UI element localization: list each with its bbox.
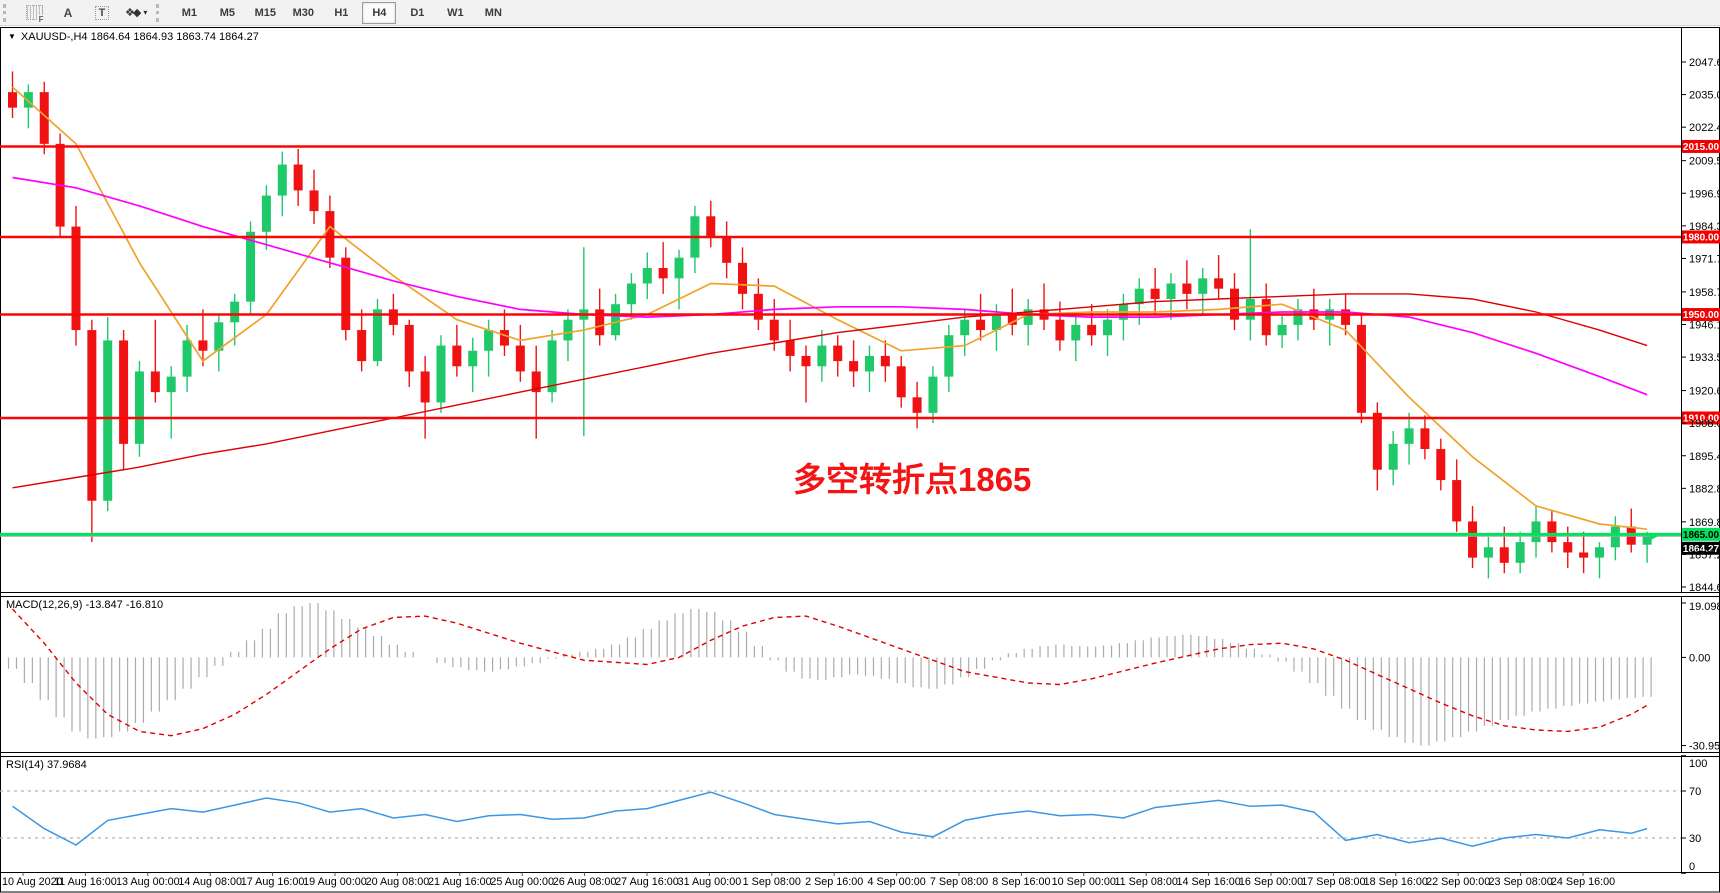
svg-text:1908.00: 1908.00 bbox=[1689, 418, 1720, 430]
svg-text:11 Sep 08:00: 11 Sep 08:00 bbox=[1114, 876, 1177, 888]
shapes-icon: ❖◆ bbox=[125, 7, 141, 19]
svg-text:14 Aug 08:00: 14 Aug 08:00 bbox=[178, 876, 242, 888]
svg-text:17 Sep 08:00: 17 Sep 08:00 bbox=[1301, 876, 1365, 888]
grid-icon-sub: F bbox=[37, 15, 44, 24]
macd-indicator-label: MACD(12,26,9) -13.847 -16.810 bbox=[6, 599, 164, 611]
svg-text:24 Sep 16:00: 24 Sep 16:00 bbox=[1551, 876, 1615, 888]
text-annotation-button[interactable]: A bbox=[63, 5, 73, 20]
svg-text:20 Aug 08:00: 20 Aug 08:00 bbox=[366, 876, 430, 888]
svg-text:1958.75: 1958.75 bbox=[1689, 287, 1720, 299]
chevron-down-icon: ▾ bbox=[143, 8, 148, 17]
svg-text:30: 30 bbox=[1689, 833, 1701, 845]
svg-text:31 Aug 00:00: 31 Aug 00:00 bbox=[678, 876, 742, 888]
top-toolbar: F A T ❖◆ ▾ M1 M5 M15 M30 H1 H4 D1 W1 MN bbox=[0, 0, 1720, 26]
svg-text:1910.00: 1910.00 bbox=[1683, 413, 1720, 424]
timeframe-button-m15[interactable]: M15 bbox=[254, 6, 277, 19]
svg-text:1984.30: 1984.30 bbox=[1689, 221, 1720, 233]
svg-text:8 Sep 16:00: 8 Sep 16:00 bbox=[992, 876, 1050, 888]
shapes-tool-button[interactable]: ❖◆ ▾ bbox=[121, 2, 151, 24]
svg-text:1864.27: 1864.27 bbox=[1683, 544, 1720, 555]
svg-text:2015.00: 2015.00 bbox=[1683, 142, 1720, 153]
svg-text:4 Sep 00:00: 4 Sep 00:00 bbox=[867, 876, 925, 888]
snap-grid-button[interactable]: F bbox=[19, 2, 49, 24]
svg-text:0.00: 0.00 bbox=[1689, 652, 1710, 664]
svg-text:18 Sep 16:00: 18 Sep 16:00 bbox=[1364, 876, 1428, 888]
timeframe-button-m1[interactable]: M1 bbox=[181, 6, 197, 19]
svg-text:1 Sep 08:00: 1 Sep 08:00 bbox=[743, 876, 801, 888]
svg-text:1950.00: 1950.00 bbox=[1683, 310, 1720, 321]
timeframe-button-m5[interactable]: M5 bbox=[219, 6, 235, 19]
svg-text:27 Aug 16:00: 27 Aug 16:00 bbox=[615, 876, 679, 888]
chart-text-annotation[interactable]: 多空转折点1865 bbox=[793, 461, 1032, 498]
text-box-button[interactable]: T bbox=[87, 2, 117, 24]
svg-text:16 Sep 00:00: 16 Sep 00:00 bbox=[1239, 876, 1303, 888]
svg-text:100: 100 bbox=[1689, 758, 1707, 770]
svg-text:0: 0 bbox=[1689, 861, 1695, 873]
svg-text:23 Sep 08:00: 23 Sep 08:00 bbox=[1488, 876, 1552, 888]
svg-text:1996.90: 1996.90 bbox=[1689, 188, 1720, 200]
svg-text:1971.70: 1971.70 bbox=[1689, 253, 1720, 265]
symbol-dropdown-icon[interactable]: ▼ bbox=[8, 32, 16, 41]
svg-text:1895.40: 1895.40 bbox=[1689, 451, 1720, 463]
svg-text:1844.65: 1844.65 bbox=[1689, 582, 1720, 594]
timeframe-button-w1[interactable]: W1 bbox=[447, 6, 464, 19]
rsi-indicator-label: RSI(14) 37.9684 bbox=[6, 759, 87, 771]
svg-text:14 Sep 16:00: 14 Sep 16:00 bbox=[1176, 876, 1240, 888]
svg-text:1920.60: 1920.60 bbox=[1689, 386, 1720, 398]
svg-text:2 Sep 16:00: 2 Sep 16:00 bbox=[805, 876, 863, 888]
textbox-icon: T bbox=[94, 5, 110, 20]
toolbar-drag-handle[interactable] bbox=[3, 3, 11, 22]
svg-text:11 Aug 16:00: 11 Aug 16:00 bbox=[54, 876, 117, 888]
svg-text:7 Sep 08:00: 7 Sep 08:00 bbox=[930, 876, 988, 888]
svg-text:19.098: 19.098 bbox=[1689, 601, 1720, 613]
svg-text:10 Sep 00:00: 10 Sep 00:00 bbox=[1052, 876, 1116, 888]
timeframe-button-mn[interactable]: MN bbox=[484, 6, 502, 19]
svg-text:1946.15: 1946.15 bbox=[1689, 320, 1720, 332]
svg-text:1882.80: 1882.80 bbox=[1689, 483, 1720, 495]
svg-text:1857.25: 1857.25 bbox=[1689, 549, 1720, 561]
svg-text:2047.65: 2047.65 bbox=[1689, 57, 1720, 69]
svg-text:2022.45: 2022.45 bbox=[1689, 122, 1720, 134]
timeframe-button-h4[interactable]: H4 bbox=[362, 1, 397, 24]
svg-text:13 Aug 00:00: 13 Aug 00:00 bbox=[116, 876, 180, 888]
symbol-ohlc-text: XAUUSD-,H4 1864.64 1864.93 1863.74 1864.… bbox=[20, 31, 259, 43]
svg-text:70: 70 bbox=[1689, 786, 1701, 798]
chart-symbol-title: ▼ XAUUSD-,H4 1864.64 1864.93 1863.74 1864… bbox=[8, 31, 259, 43]
svg-text:10 Aug 2020: 10 Aug 2020 bbox=[2, 876, 63, 888]
timeframe-button-d1[interactable]: D1 bbox=[410, 6, 425, 19]
svg-text:22 Sep 00:00: 22 Sep 00:00 bbox=[1426, 876, 1490, 888]
svg-text:17 Aug 16:00: 17 Aug 16:00 bbox=[241, 876, 305, 888]
timeframe-button-h1[interactable]: H1 bbox=[334, 6, 349, 19]
timeframe-button-m30[interactable]: M30 bbox=[292, 6, 315, 19]
svg-text:2035.05: 2035.05 bbox=[1689, 90, 1720, 102]
svg-text:1865.00: 1865.00 bbox=[1683, 530, 1720, 541]
svg-text:25 Aug 00:00: 25 Aug 00:00 bbox=[490, 876, 554, 888]
toolbar-drag-handle[interactable] bbox=[156, 3, 164, 22]
svg-text:21 Aug 16:00: 21 Aug 16:00 bbox=[428, 876, 492, 888]
grid-icon: F bbox=[25, 5, 44, 24]
svg-text:19 Aug 00:00: 19 Aug 00:00 bbox=[303, 876, 367, 888]
svg-text:1869.85: 1869.85 bbox=[1689, 517, 1720, 529]
svg-text:1980.00: 1980.00 bbox=[1683, 232, 1720, 243]
svg-text:26 Aug 08:00: 26 Aug 08:00 bbox=[553, 876, 617, 888]
svg-text:-30.953: -30.953 bbox=[1689, 741, 1720, 753]
svg-text:2009.50: 2009.50 bbox=[1689, 156, 1720, 168]
svg-text:1933.55: 1933.55 bbox=[1689, 352, 1720, 364]
